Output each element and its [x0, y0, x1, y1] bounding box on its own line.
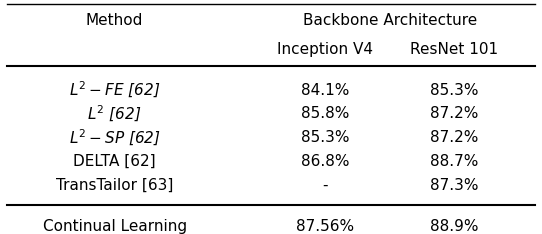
Text: 86.8%: 86.8%	[301, 154, 349, 169]
Text: $L^2 - SP$ [62]: $L^2 - SP$ [62]	[69, 128, 160, 148]
Text: Method: Method	[86, 13, 143, 28]
Text: Backbone Architecture: Backbone Architecture	[302, 13, 477, 28]
Text: 87.56%: 87.56%	[296, 219, 354, 234]
Text: Inception V4: Inception V4	[277, 41, 373, 57]
Text: 85.8%: 85.8%	[301, 106, 349, 121]
Text: 85.3%: 85.3%	[430, 83, 479, 98]
Text: 87.2%: 87.2%	[430, 106, 479, 121]
Text: $L^2 - FE$ [62]: $L^2 - FE$ [62]	[69, 80, 160, 100]
Text: 88.9%: 88.9%	[430, 219, 479, 234]
Text: 87.3%: 87.3%	[430, 178, 479, 193]
Text: ResNet 101: ResNet 101	[410, 41, 499, 57]
Text: -: -	[322, 178, 328, 193]
Text: $L^2$ [62]: $L^2$ [62]	[87, 104, 142, 124]
Text: 84.1%: 84.1%	[301, 83, 349, 98]
Text: DELTA [62]: DELTA [62]	[73, 154, 156, 169]
Text: 87.2%: 87.2%	[430, 130, 479, 145]
Text: TransTailor [63]: TransTailor [63]	[56, 178, 173, 193]
Text: Continual Learning: Continual Learning	[43, 219, 186, 234]
Text: 85.3%: 85.3%	[301, 130, 349, 145]
Text: 88.7%: 88.7%	[430, 154, 479, 169]
